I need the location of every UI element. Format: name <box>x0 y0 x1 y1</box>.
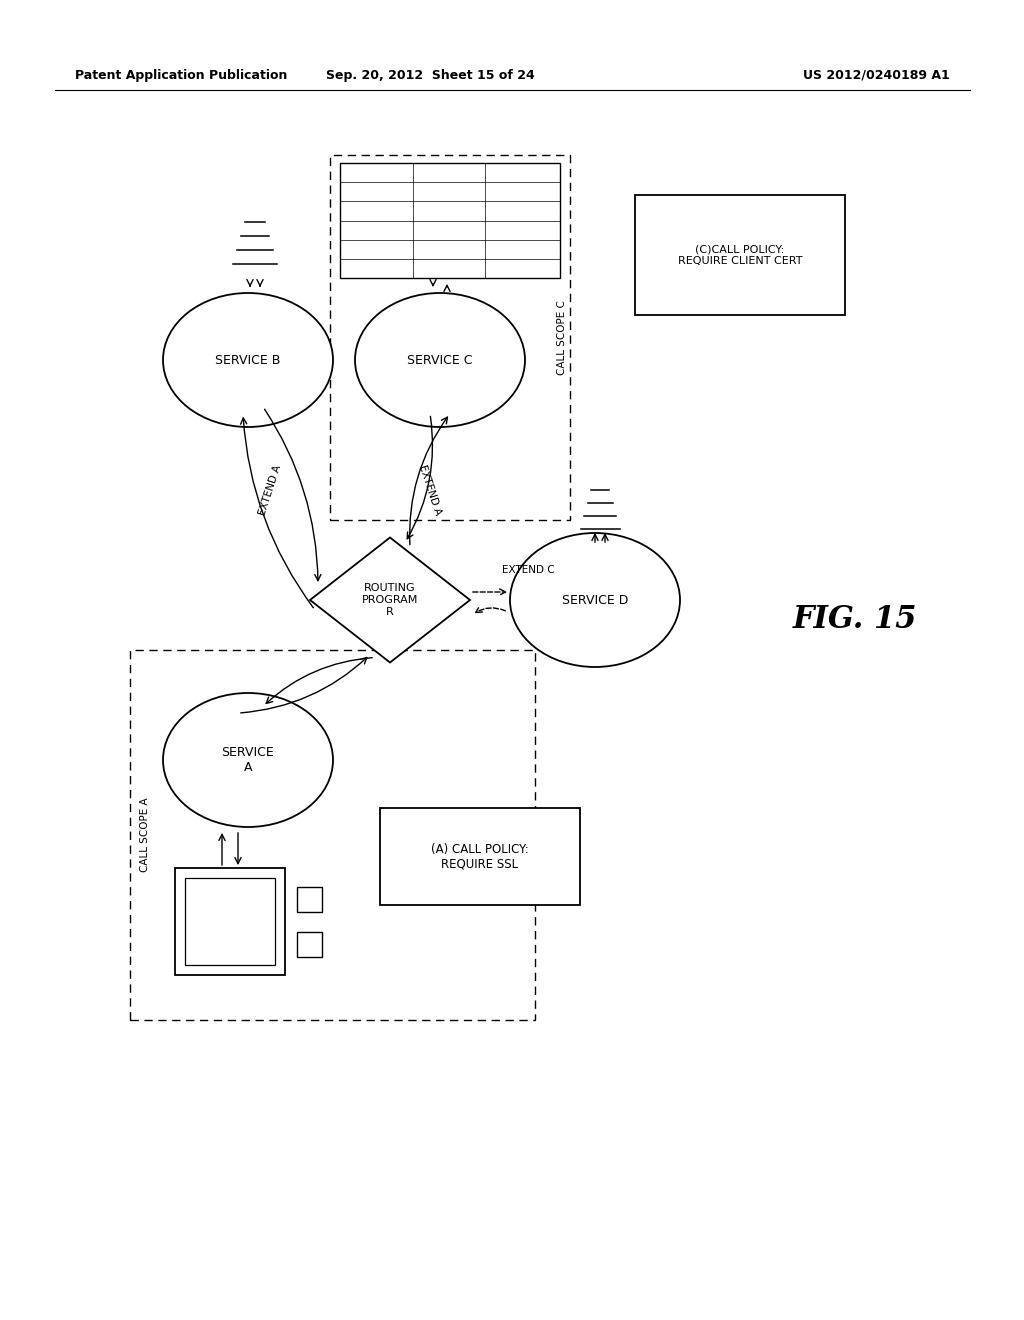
Text: CALL SCOPE A: CALL SCOPE A <box>140 797 150 873</box>
Text: SERVICE C: SERVICE C <box>408 354 473 367</box>
Ellipse shape <box>163 693 333 828</box>
Text: EXTEND A: EXTEND A <box>417 463 442 516</box>
Text: (A) CALL POLICY:
REQUIRE SSL: (A) CALL POLICY: REQUIRE SSL <box>431 842 528 870</box>
Text: (C)CALL POLICY:
REQUIRE CLIENT CERT: (C)CALL POLICY: REQUIRE CLIENT CERT <box>678 244 802 265</box>
Text: FIG. 15: FIG. 15 <box>793 605 918 635</box>
Text: SERVICE D: SERVICE D <box>562 594 628 606</box>
Text: SERVICE
A: SERVICE A <box>221 746 274 774</box>
Bar <box>380 808 580 906</box>
Bar <box>297 932 322 957</box>
Text: Sep. 20, 2012  Sheet 15 of 24: Sep. 20, 2012 Sheet 15 of 24 <box>326 69 535 82</box>
Text: CALL SCOPE C: CALL SCOPE C <box>557 301 567 375</box>
Bar <box>185 878 275 965</box>
Ellipse shape <box>355 293 525 426</box>
Ellipse shape <box>510 533 680 667</box>
Bar <box>175 869 285 975</box>
Text: SERVICE B: SERVICE B <box>215 354 281 367</box>
Bar <box>130 649 535 1020</box>
Polygon shape <box>310 537 470 663</box>
Text: Patent Application Publication: Patent Application Publication <box>75 69 288 82</box>
Text: EXTEND C: EXTEND C <box>502 565 555 576</box>
Text: ROUTING
PROGRAM
R: ROUTING PROGRAM R <box>361 583 418 616</box>
Bar <box>340 162 560 279</box>
Text: US 2012/0240189 A1: US 2012/0240189 A1 <box>803 69 950 82</box>
Bar <box>297 887 322 912</box>
Bar <box>330 154 570 520</box>
Ellipse shape <box>163 293 333 426</box>
Bar <box>635 195 845 315</box>
Text: EXTEND A: EXTEND A <box>257 463 283 516</box>
